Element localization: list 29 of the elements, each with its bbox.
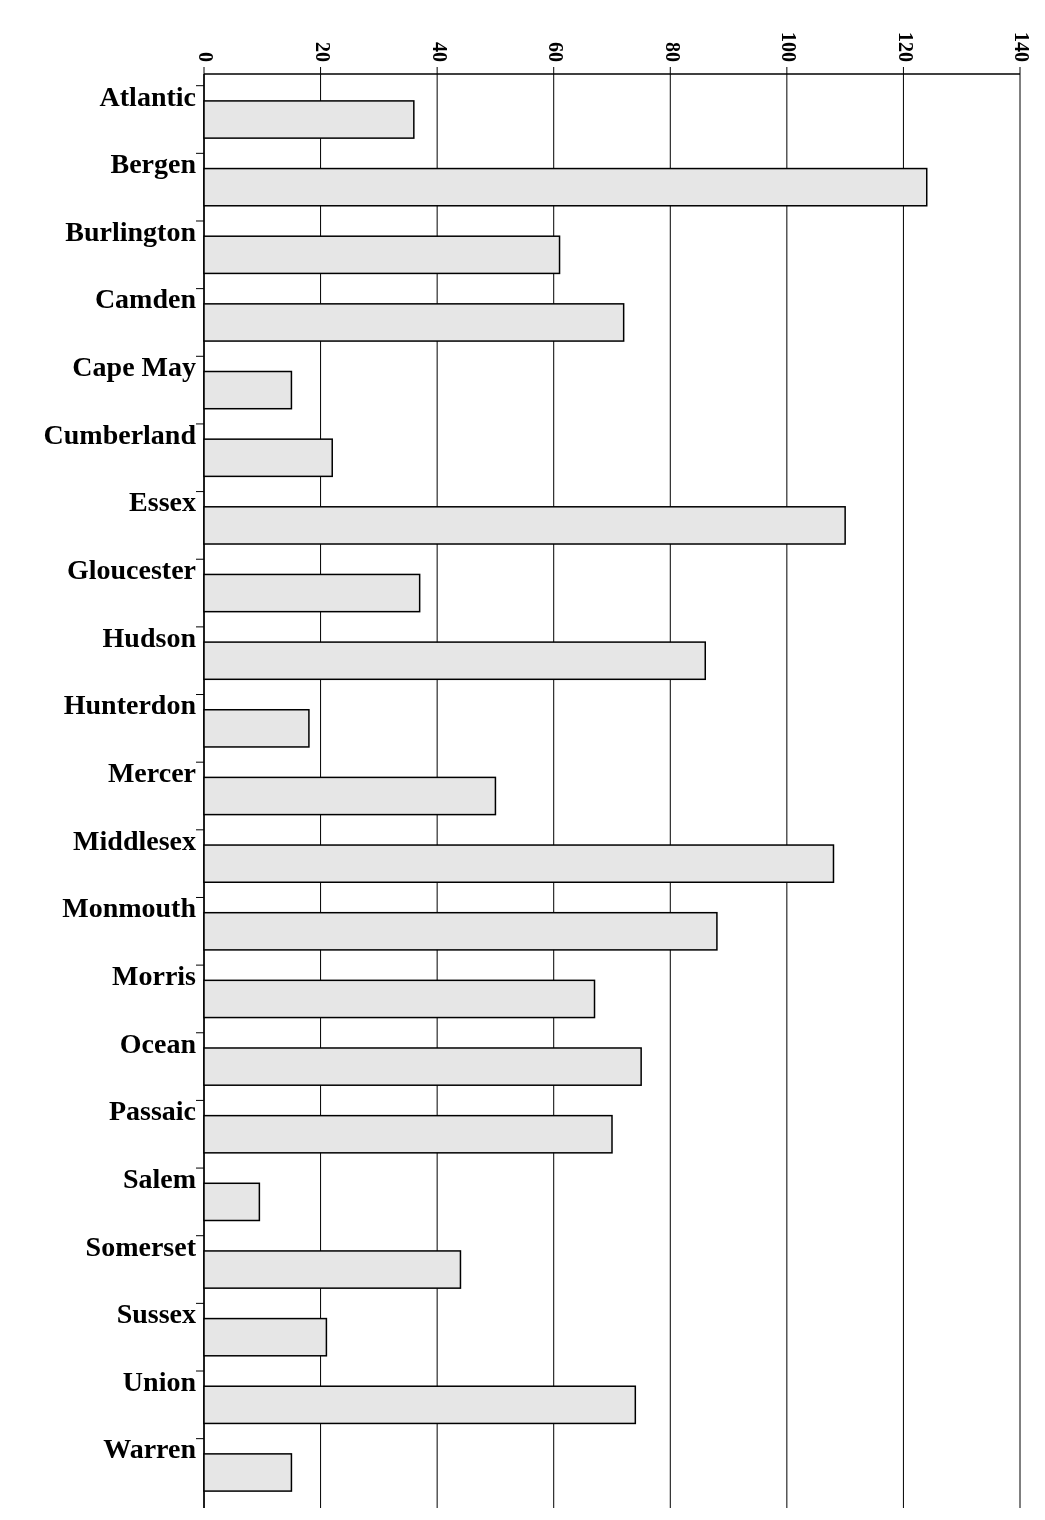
y-tick-label: Gloucester <box>66 554 196 586</box>
y-tick-label: Essex <box>129 486 196 518</box>
y-tick-label: Monmouth <box>62 892 197 924</box>
y-tick-label: Somerset <box>85 1230 197 1262</box>
y-tick-label: Hudson <box>102 621 197 653</box>
y-tick-label: Camden <box>94 283 197 315</box>
y-tick-label: Cumberland <box>43 418 197 450</box>
x-tick-label: 0 <box>195 52 218 62</box>
x-tick-label: 120 <box>894 32 917 62</box>
x-tick-label: 20 <box>311 42 334 62</box>
y-tick-label: Ocean <box>119 1027 197 1059</box>
x-tick-label: 80 <box>661 42 684 62</box>
y-tick-label: Burlington <box>65 215 197 247</box>
y-tick-label: Middlesex <box>73 824 196 856</box>
x-tick-label: 100 <box>778 32 801 62</box>
y-tick-label: Sussex <box>116 1298 196 1330</box>
y-tick-label: Atlantic <box>99 80 196 112</box>
y-tick-label: Hunterdon <box>63 689 197 721</box>
y-tick-label: Cape May <box>72 351 196 383</box>
y-tick-label: Salem <box>122 1162 196 1194</box>
y-tick-label: Morris <box>112 959 197 991</box>
x-tick-label: 40 <box>428 42 451 62</box>
y-tick-label: Passaic <box>108 1095 196 1127</box>
y-tick-label: Union <box>122 1365 197 1397</box>
y-tick-label: Bergen <box>110 148 197 180</box>
x-tick-label: 60 <box>545 42 568 62</box>
y-tick-label: Mercer <box>107 757 196 788</box>
y-tick-label: Warren <box>103 1433 197 1465</box>
x-tick-label: 140 <box>1011 32 1034 62</box>
